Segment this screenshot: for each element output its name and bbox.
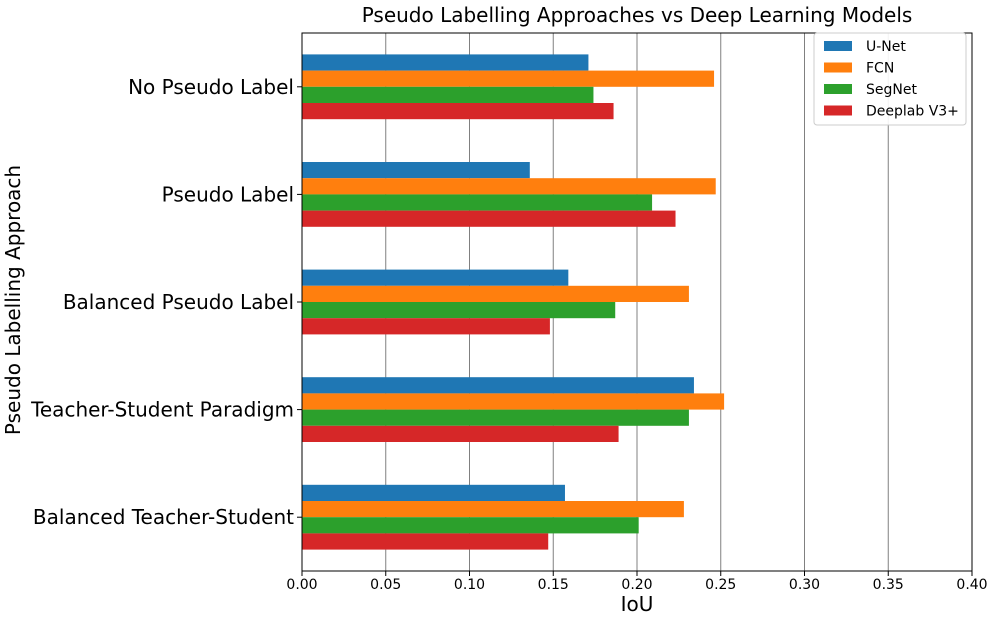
x-axis-label: IoU <box>621 592 654 616</box>
bar <box>302 425 619 442</box>
bar <box>302 210 676 227</box>
bar <box>302 162 530 179</box>
legend-label: Deeplab V3+ <box>866 104 959 120</box>
legend-label: SegNet <box>866 82 917 98</box>
bar <box>302 377 694 394</box>
axes <box>297 32 973 576</box>
y-tick-label: Balanced Pseudo Label <box>63 290 294 314</box>
legend-swatch <box>824 41 852 51</box>
bar <box>302 533 549 550</box>
x-tick-label: 0.35 <box>873 577 904 593</box>
x-tick-labels: 0.00 0.05 0.10 0.15 0.20 0.25 0.30 0.35 0.40 <box>286 577 987 593</box>
y-axis-label: Pseudo Labelling Approach <box>1 165 25 435</box>
y-tick-label: Balanced Teacher-Student <box>33 505 294 529</box>
bar <box>302 318 550 335</box>
bar <box>302 269 569 286</box>
bar <box>302 70 715 87</box>
x-tick-label: 0.00 <box>286 577 317 593</box>
bar <box>302 285 689 302</box>
bar <box>302 86 594 103</box>
plot-frame <box>301 32 973 572</box>
bar <box>302 393 725 410</box>
bar <box>302 178 716 195</box>
x-tick-label: 0.10 <box>454 577 485 593</box>
bar <box>302 484 565 501</box>
legend-swatch <box>824 84 852 94</box>
bar <box>302 302 616 319</box>
x-tick-label: 0.05 <box>370 577 401 593</box>
bars <box>302 54 725 550</box>
bar <box>302 54 589 71</box>
bar <box>302 517 639 534</box>
legend: U-Net FCN SegNet Deeplab V3+ <box>813 32 967 126</box>
legend-label: FCN <box>866 61 894 77</box>
chart-title: Pseudo Labelling Approaches vs Deep Lear… <box>362 3 913 27</box>
y-tick-label: Pseudo Label <box>162 182 294 206</box>
legend-box <box>813 32 967 126</box>
legend-swatch <box>824 105 852 116</box>
bar <box>302 194 653 211</box>
x-tick-label: 0.40 <box>956 577 987 593</box>
legend-swatch <box>824 62 852 73</box>
bar <box>302 103 614 120</box>
bar <box>302 409 689 426</box>
bar <box>302 501 684 518</box>
legend-label: U-Net <box>866 39 906 55</box>
x-tick-label: 0.20 <box>621 577 652 593</box>
y-tick-label: No Pseudo Label <box>128 75 294 99</box>
y-tick-label: Teacher-Student Paradigm <box>30 398 294 422</box>
y-tick-labels: No Pseudo Label Pseudo Label Balanced Pseu… <box>30 75 294 529</box>
x-tick-label: 0.25 <box>705 577 736 593</box>
x-tick-label: 0.30 <box>789 577 820 593</box>
x-tick-label: 0.15 <box>538 577 569 593</box>
